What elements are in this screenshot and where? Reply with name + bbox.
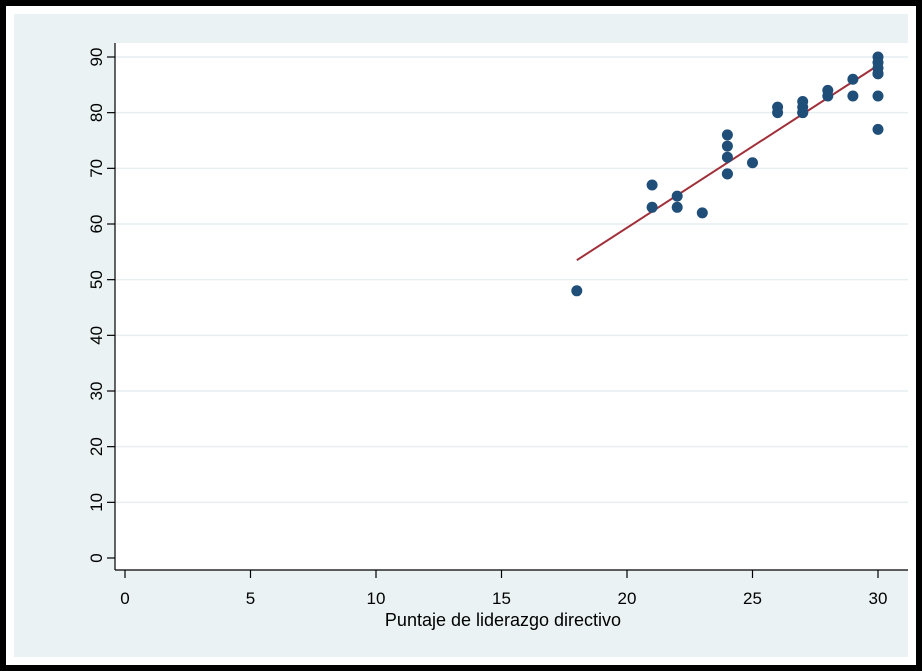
y-tick-label: 50 xyxy=(87,270,106,289)
x-tick-label: 5 xyxy=(246,589,255,608)
data-point xyxy=(872,123,884,135)
data-point xyxy=(671,190,683,202)
x-tick-label: 15 xyxy=(492,589,511,608)
x-tick-label: 30 xyxy=(869,589,888,608)
x-tick-label: 20 xyxy=(618,589,637,608)
y-tick-label: 90 xyxy=(87,48,106,67)
data-point xyxy=(747,157,758,169)
y-tick-label: 30 xyxy=(87,382,106,401)
y-tick-label: 80 xyxy=(87,103,106,122)
data-point xyxy=(822,90,834,102)
data-point xyxy=(571,285,583,297)
y-tick-label: 60 xyxy=(87,215,106,234)
x-tick-label: 25 xyxy=(743,589,762,608)
data-point xyxy=(646,201,658,213)
data-point xyxy=(721,168,733,180)
data-point xyxy=(721,140,733,152)
data-point xyxy=(847,90,859,102)
data-point xyxy=(797,107,809,119)
y-tick-label: 20 xyxy=(87,437,106,456)
points-layer xyxy=(571,51,884,297)
data-point xyxy=(646,179,658,191)
x-tick-label: 0 xyxy=(120,589,129,608)
data-point xyxy=(872,90,884,102)
x-tick-label: 10 xyxy=(367,589,386,608)
axes: 0 10 20 30 40 50 60 70 80 90 0 5 10 15 20 25 30 xyxy=(87,43,908,608)
data-point xyxy=(696,207,708,219)
data-point xyxy=(872,68,884,80)
y-tick-label: 40 xyxy=(87,326,106,345)
data-point xyxy=(847,73,859,85)
y-tick-label: 70 xyxy=(87,159,106,178)
y-tick-label: 10 xyxy=(87,493,106,512)
data-point xyxy=(671,201,683,213)
data-point xyxy=(721,151,733,163)
y-tick-label: 0 xyxy=(87,553,106,562)
data-point xyxy=(772,107,784,119)
x-axis-label: Puntaje de liderazgo directivo xyxy=(385,610,621,630)
data-point xyxy=(721,129,733,141)
